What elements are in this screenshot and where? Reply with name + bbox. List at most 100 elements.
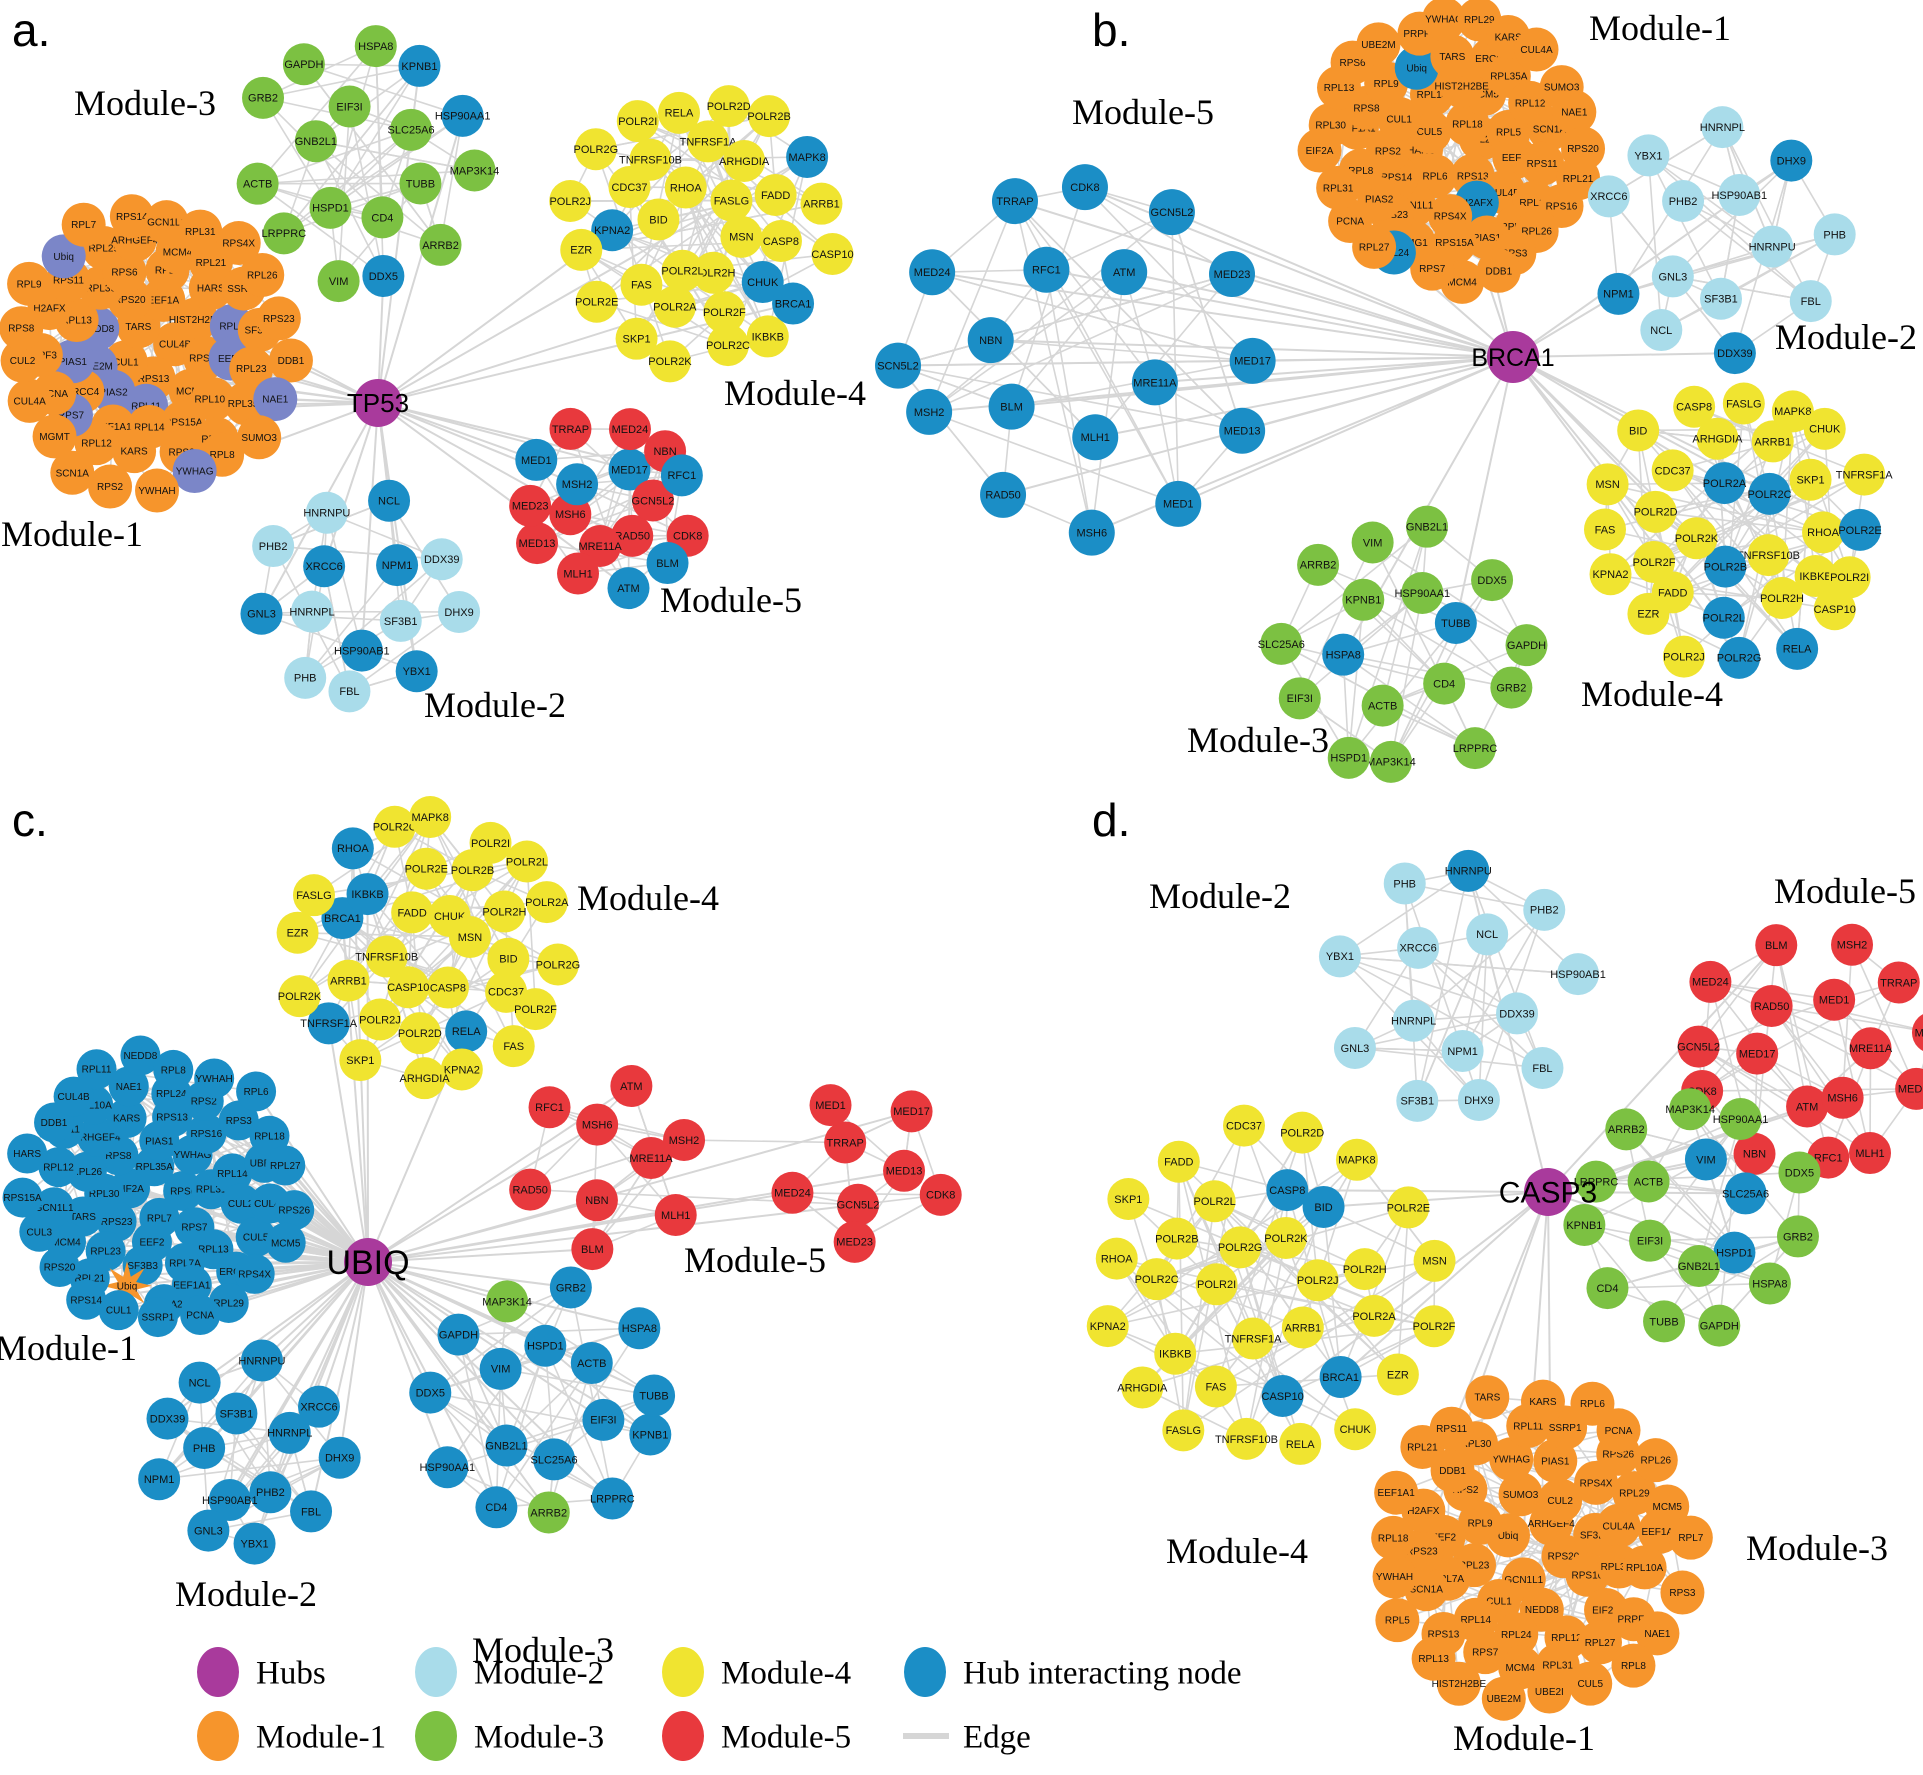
node-PCNA [1596,1408,1641,1453]
hub-spoke-edge [367,1261,550,1514]
node-FADD [754,173,797,216]
node-VIM [1351,521,1394,564]
node-HNRNPL [290,590,333,633]
edge [1094,273,1233,439]
node-RPS7 [1410,246,1455,291]
node-SKP1 [615,317,658,360]
node-RPS4X [234,1253,275,1294]
node-MED23 [833,1220,876,1263]
node-PHB [183,1426,226,1469]
edge [1390,592,1424,763]
node-MED17 [890,1090,933,1133]
node-BID [1302,1185,1345,1228]
legend-item-hub-interacting-node: Hub interacting node [904,1647,1242,1697]
node-MGMT [32,414,77,459]
node-CHUK [1803,407,1846,450]
node-EIF3I [582,1398,625,1441]
node-TARS [1465,1375,1510,1420]
node-SF3B1 [379,599,422,642]
node-RFC1 [1023,246,1070,293]
hub-spoke-edge [360,402,379,652]
module-module-3-panel-c: GNB2L1VIMHSPD1ACTBEIF3ISLC25A6KPNB1LRPPR… [409,1266,676,1534]
module-label-module-2-panel-c: Module-2 [175,1574,317,1614]
node-BLM [571,1228,614,1271]
edge [1403,882,1464,1052]
hub-spoke-edge [317,1261,369,1408]
hub-spoke-edge [367,1261,556,1461]
node-POLR2F [703,291,746,334]
panel-letter-d: d. [1092,794,1130,846]
edge [1171,211,1180,505]
node-POLR2E [1387,1186,1430,1229]
node-SCN5L2 [875,342,922,389]
module-label-module-5-panel-a: Module-5 [660,580,802,620]
node-POLR2F [1413,1305,1456,1348]
node-KPNA2 [1589,553,1632,596]
node-POLR2I [469,821,512,864]
edge [1339,955,1579,975]
node-GAPDH [1505,624,1548,667]
node-RPL8 [153,1049,194,1090]
node-DDX39 [1713,332,1756,375]
node-MSN [1586,463,1629,506]
hub-spoke-edge [327,1022,369,1263]
hub-spoke-edge [367,1261,605,1421]
node-FASLG [1722,382,1765,425]
hub-spoke-edge [367,1261,449,1469]
node-TRRAP [1877,961,1920,1004]
node-RPL26 [240,252,285,297]
node-POLR2D [1634,490,1677,533]
node-LRPPRC [1575,1160,1618,1203]
legend-label: Hubs [256,1656,326,1692]
node-RPL11 [76,1049,117,1090]
node-POLR2K [278,975,321,1018]
node-XRCC6 [1587,175,1630,218]
node-POLR2E [575,280,618,323]
node-Ubiq [1394,45,1439,90]
node-MED23 [509,484,552,527]
hub-spoke-edge [1339,1191,1549,1378]
module-label-module-2-panel-d: Module-2 [1149,876,1291,916]
node-ACTB [1361,684,1404,727]
node-KPNB1 [1563,1203,1606,1246]
edge [1215,1260,1436,1388]
node-RPL5 [1375,1598,1420,1643]
node-TRRAP [991,178,1038,225]
node-FAS [620,263,663,306]
module-module-5-panel-b: RFC1 ATMMRE11AMLH1BLMNBNMSH6RAD50MSH2SCN5… [875,164,1276,556]
node-ARRB1 [1751,420,1794,463]
node-POLR2H [692,251,735,294]
node-YBX1 [233,1522,276,1565]
node-RAD50 [611,514,654,557]
hub-spoke-edge [377,402,538,461]
node-GRB2 [549,1266,592,1309]
node-CASP8 [426,966,469,1009]
node-MSN [448,915,491,958]
edge [1724,440,1774,568]
edge [348,611,460,693]
node-POLR2D [398,1012,441,1055]
edge [595,148,684,272]
node-DDX5 [1778,1151,1821,1194]
node-TNFRSF1A [1843,453,1886,496]
node-FADD [1157,1140,1200,1183]
edge [385,816,431,958]
hub-spoke-edge [1512,356,1741,659]
node-GNB2L1 [294,120,337,163]
node-MED17 [1229,337,1276,384]
node-GCN5L2 [1677,1025,1720,1068]
node-LRPPRC [591,1477,634,1520]
edge [1467,870,1579,975]
edge [1671,469,1817,577]
edge [1178,1160,1254,1340]
node-RPL27 [265,1145,306,1186]
node-YBX1 [1318,935,1361,978]
hub-spoke-edge [1454,356,1514,624]
node-NAE1 [253,377,298,422]
node-GNL3 [1333,1026,1376,1069]
node-ARRB1 [800,182,843,225]
node-NBN [967,317,1014,364]
node-POLR2J [358,998,401,1041]
